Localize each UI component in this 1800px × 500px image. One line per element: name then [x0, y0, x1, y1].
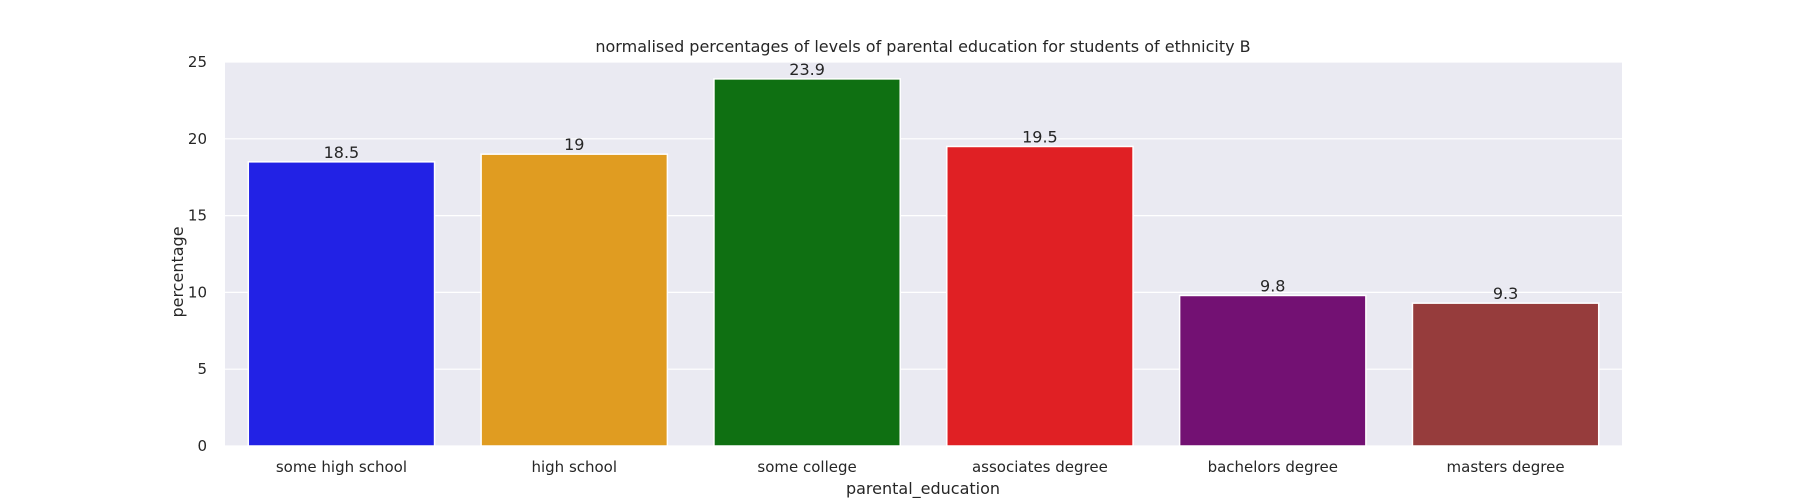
y-tick-label: 0	[197, 437, 207, 455]
bar	[480, 153, 669, 447]
y-axis-label: percentage	[168, 226, 187, 317]
y-tick-label: 25	[188, 53, 207, 71]
bar	[1411, 302, 1600, 447]
data-labels: 18.5 19 23.9 19.5 9.8 9.3	[324, 60, 1519, 303]
x-tick-label: some college	[757, 458, 856, 476]
x-tick-label: bachelors degree	[1208, 458, 1338, 476]
bar	[946, 145, 1134, 447]
bar	[247, 161, 436, 447]
x-axis-label: parental_education	[846, 479, 1000, 499]
bar	[1178, 294, 1367, 447]
bar-value-label: 9.8	[1260, 276, 1285, 295]
bar	[713, 78, 901, 447]
bar-value-label: 19	[564, 135, 584, 154]
plot-area	[225, 62, 1622, 446]
x-tick-label: masters degree	[1447, 458, 1565, 476]
x-axis-ticks: some high school high school some college a…	[276, 458, 1565, 476]
bar-value-label: 9.3	[1493, 284, 1518, 303]
bar-value-label: 19.5	[1022, 127, 1058, 146]
x-tick-label: some high school	[276, 458, 407, 476]
x-tick-label: associates degree	[972, 458, 1108, 476]
bar-value-label: 18.5	[324, 143, 360, 162]
bars	[247, 78, 1600, 447]
chart-title: normalised percentages of levels of pare…	[595, 37, 1250, 56]
grid-lines	[225, 61, 1622, 447]
y-tick-label: 20	[188, 130, 207, 148]
bar-value-label: 23.9	[789, 60, 825, 79]
y-tick-label: 15	[188, 207, 207, 225]
y-tick-label: 5	[197, 360, 207, 378]
x-tick-label: high school	[531, 458, 617, 476]
y-tick-label: 10	[188, 283, 207, 301]
y-axis-ticks: 0 5 10 15 20 25	[188, 53, 207, 455]
